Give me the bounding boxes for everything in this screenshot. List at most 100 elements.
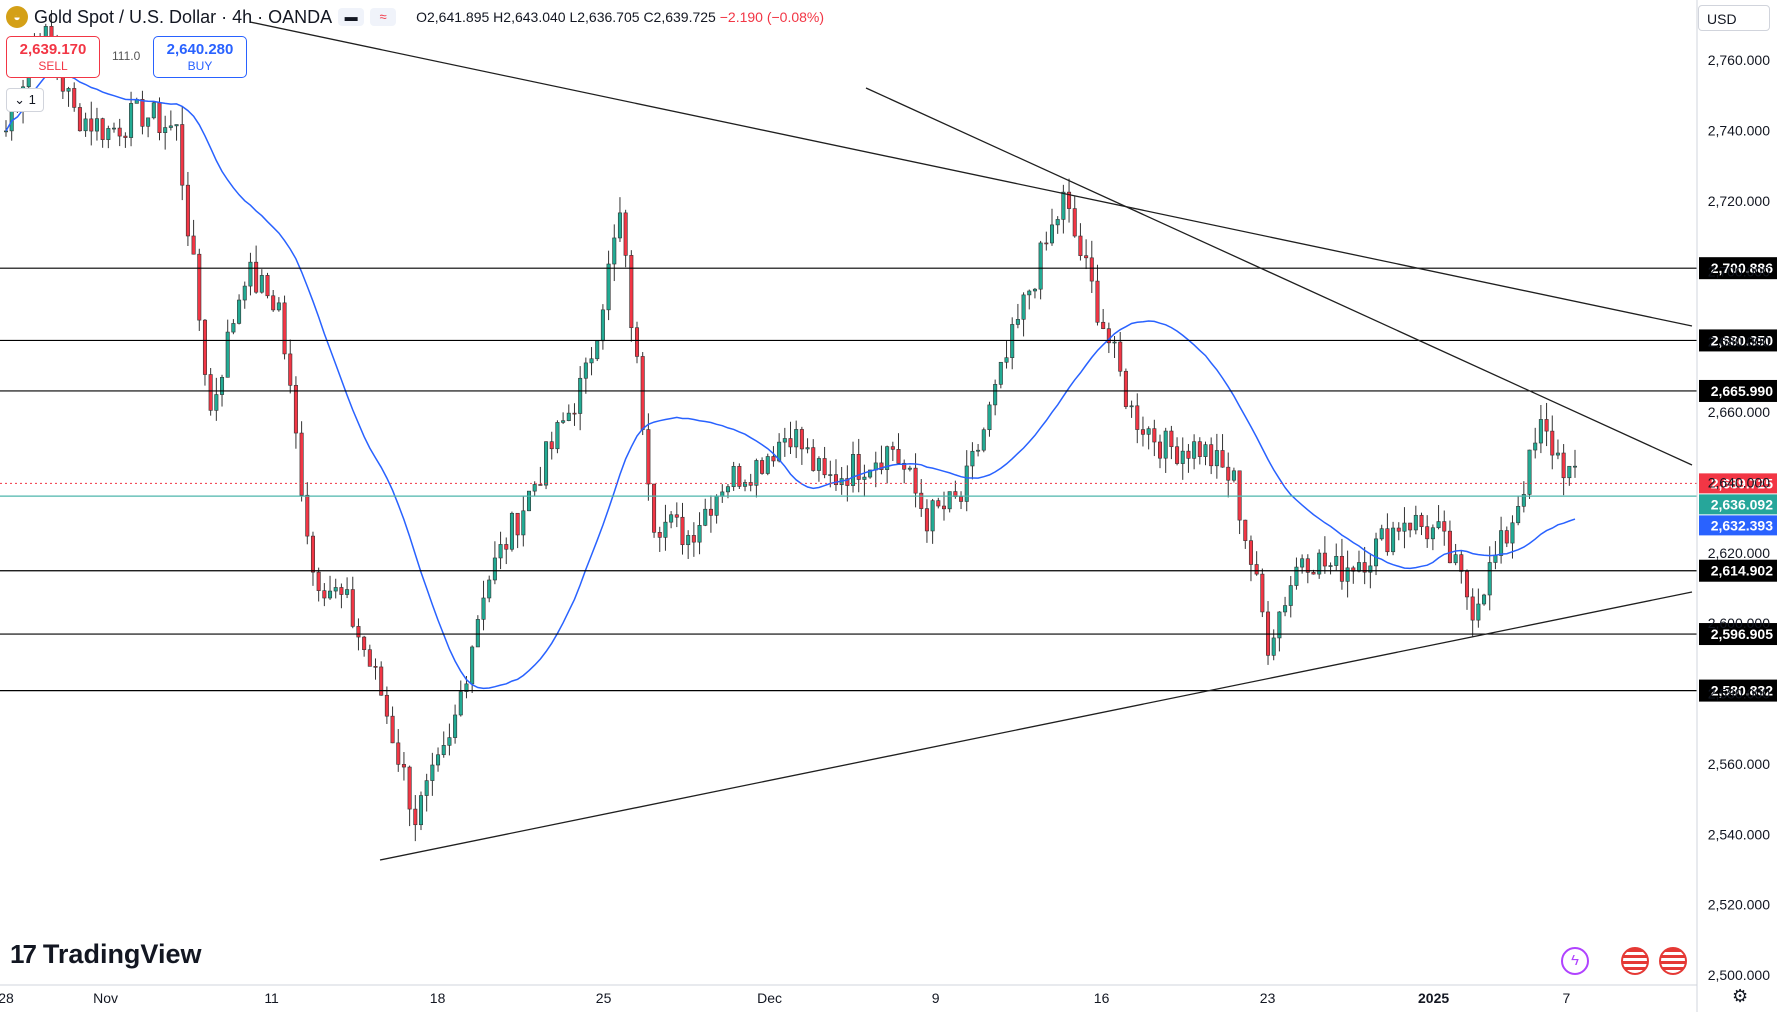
moving-average-line xyxy=(5,72,1576,690)
candle-body xyxy=(140,99,145,127)
candle-body xyxy=(913,467,918,494)
candle-body xyxy=(1175,446,1180,464)
candle-body xyxy=(367,649,372,667)
candle-body xyxy=(288,353,293,386)
candle-body xyxy=(879,462,884,470)
candle-body xyxy=(725,486,730,493)
candle-body xyxy=(851,454,856,486)
candle-body xyxy=(987,404,992,431)
candle-body xyxy=(1436,521,1441,529)
candle-body xyxy=(498,544,503,559)
candle-body xyxy=(100,118,105,140)
candle-body xyxy=(998,361,1003,385)
candle-body xyxy=(549,441,554,450)
us-flag-icon-secondary[interactable] xyxy=(1659,947,1687,975)
candle-body xyxy=(885,446,890,470)
candle-body xyxy=(191,235,196,255)
candle-body xyxy=(674,514,679,518)
candle-body xyxy=(959,496,964,502)
candle-body xyxy=(254,261,259,293)
sell-button[interactable]: 2,639.170 SELL xyxy=(6,36,100,78)
candle-body xyxy=(1271,637,1276,656)
candle-body xyxy=(248,261,253,287)
candle-body xyxy=(1379,528,1384,540)
candle-body xyxy=(413,808,418,826)
candle-body xyxy=(1504,530,1509,544)
candle-body xyxy=(305,494,310,537)
candle-body xyxy=(623,212,628,256)
hide-indicator-button[interactable]: ▬ xyxy=(338,8,365,26)
candle-body xyxy=(629,255,634,329)
quantity-selector[interactable]: ⌄ 1 xyxy=(6,88,44,112)
currency-selector[interactable]: USD xyxy=(1698,5,1770,31)
candle-body xyxy=(1084,255,1089,259)
candle-body xyxy=(1391,527,1396,553)
candle-body xyxy=(794,429,799,448)
buy-label: BUY xyxy=(187,59,213,73)
candle-body xyxy=(981,429,986,451)
price-level-tag xyxy=(1699,257,1777,280)
y-tick-label: 2,620.000 xyxy=(1708,545,1770,561)
close-value: C2,639.725 xyxy=(643,9,716,25)
us-flag-icon[interactable] xyxy=(1621,947,1649,975)
candle-body xyxy=(1294,566,1299,586)
candle-body xyxy=(936,500,941,507)
candle-body xyxy=(970,450,975,467)
open-value: O2,641.895 xyxy=(416,9,490,25)
candle-body xyxy=(220,377,225,395)
y-tick-label: 2,640.000 xyxy=(1708,474,1770,490)
tradingview-mark-icon: 17 xyxy=(10,939,37,969)
candle-body xyxy=(1089,257,1094,282)
candle-body xyxy=(1527,449,1532,495)
candle-body xyxy=(845,478,850,486)
y-tick-label: 2,700.000 xyxy=(1708,263,1770,279)
teal-level-tag-label: 2,636.092 xyxy=(1711,496,1773,512)
candle-body xyxy=(328,590,333,599)
candle-body xyxy=(1482,594,1487,605)
candle-body xyxy=(782,438,787,443)
candle-body xyxy=(566,412,571,421)
chevron-down-icon: ⌄ xyxy=(14,92,26,107)
candle-body xyxy=(293,385,298,434)
candle-body xyxy=(424,780,429,796)
teal-level-tag xyxy=(1699,494,1777,515)
candle-body xyxy=(401,764,406,768)
candle-body xyxy=(316,571,321,591)
candle-body xyxy=(492,557,497,581)
candle-body xyxy=(350,589,355,627)
compare-icon[interactable]: ≈ xyxy=(370,8,397,26)
candle-body xyxy=(595,340,600,360)
candle-body xyxy=(902,462,907,470)
candle-body xyxy=(748,482,753,486)
candle-body xyxy=(1356,562,1361,572)
candle-body xyxy=(555,422,560,450)
candle-body xyxy=(237,299,242,324)
candle-body xyxy=(225,331,230,378)
candle-body xyxy=(157,102,162,133)
ma-value-tag xyxy=(1699,515,1777,536)
candle-body xyxy=(515,512,520,536)
buy-button[interactable]: 2,640.280 BUY xyxy=(153,36,247,78)
x-tick-label: Dec xyxy=(757,990,782,1006)
gear-icon[interactable]: ⚙ xyxy=(1732,986,1749,1006)
candle-body xyxy=(202,319,207,375)
tradingview-logo[interactable]: 17 TradingView xyxy=(10,939,201,970)
candle-body xyxy=(509,512,514,550)
candle-body xyxy=(1567,465,1572,479)
symbol-title[interactable]: Gold Spot / U.S. Dollar · 4h · OANDA xyxy=(34,6,333,27)
symbol-header: ◒ Gold Spot / U.S. Dollar · 4h · OANDA ▬… xyxy=(6,4,824,30)
x-tick-label: 23 xyxy=(1260,990,1276,1006)
price-level-label: 2,580.832 xyxy=(1711,683,1773,699)
candle-body xyxy=(112,127,117,130)
candle-body xyxy=(521,510,526,536)
candle-body xyxy=(1192,441,1197,459)
candle-body xyxy=(561,420,566,423)
candle-body xyxy=(896,449,901,464)
candle-body xyxy=(129,103,134,138)
lightning-icon[interactable]: ϟ xyxy=(1561,947,1589,975)
y-tick-label: 2,520.000 xyxy=(1708,897,1770,913)
candle-body xyxy=(1015,319,1020,325)
candle-body xyxy=(862,476,867,480)
sell-price: 2,639.170 xyxy=(19,41,87,58)
